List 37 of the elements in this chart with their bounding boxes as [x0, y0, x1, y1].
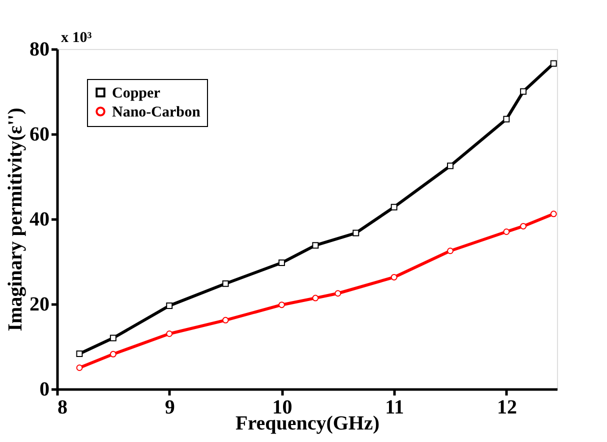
point: [390, 204, 398, 210]
x-tick-label: 12: [496, 396, 517, 418]
point: [76, 364, 83, 371]
point: [447, 162, 454, 170]
point: [222, 280, 229, 287]
x-tick-label: 11: [385, 396, 404, 418]
point: [222, 316, 229, 324]
text: x 10³: [61, 30, 92, 46]
point: [447, 248, 454, 254]
point: [166, 302, 173, 309]
y-tick-label: 20: [30, 294, 50, 316]
point: [503, 116, 510, 122]
point: [520, 88, 527, 95]
x-tick-label: 8: [58, 396, 68, 418]
point: [334, 290, 342, 297]
y-tick-label: 0: [40, 378, 50, 400]
y-tick-label: 40: [30, 208, 50, 230]
point: [352, 230, 360, 236]
point: [110, 334, 116, 342]
point: [550, 210, 557, 218]
point: [503, 228, 510, 235]
y-axis-title: Imaginary permitivity(ε''): [4, 108, 26, 332]
point: [278, 260, 285, 266]
y-tick-label: 80: [30, 38, 50, 60]
point: [76, 350, 83, 357]
point: [390, 274, 398, 280]
point: [550, 60, 557, 67]
point: [312, 294, 319, 302]
point: [520, 222, 527, 230]
point: [110, 350, 116, 358]
y-tick-label: 60: [30, 124, 50, 146]
x-tick-label: 9: [164, 396, 175, 418]
point: [278, 302, 285, 308]
point: [166, 330, 173, 337]
legend-label: Nano-Carbon: [112, 104, 201, 120]
legend-label: Copper: [112, 86, 161, 102]
point: [312, 242, 319, 249]
